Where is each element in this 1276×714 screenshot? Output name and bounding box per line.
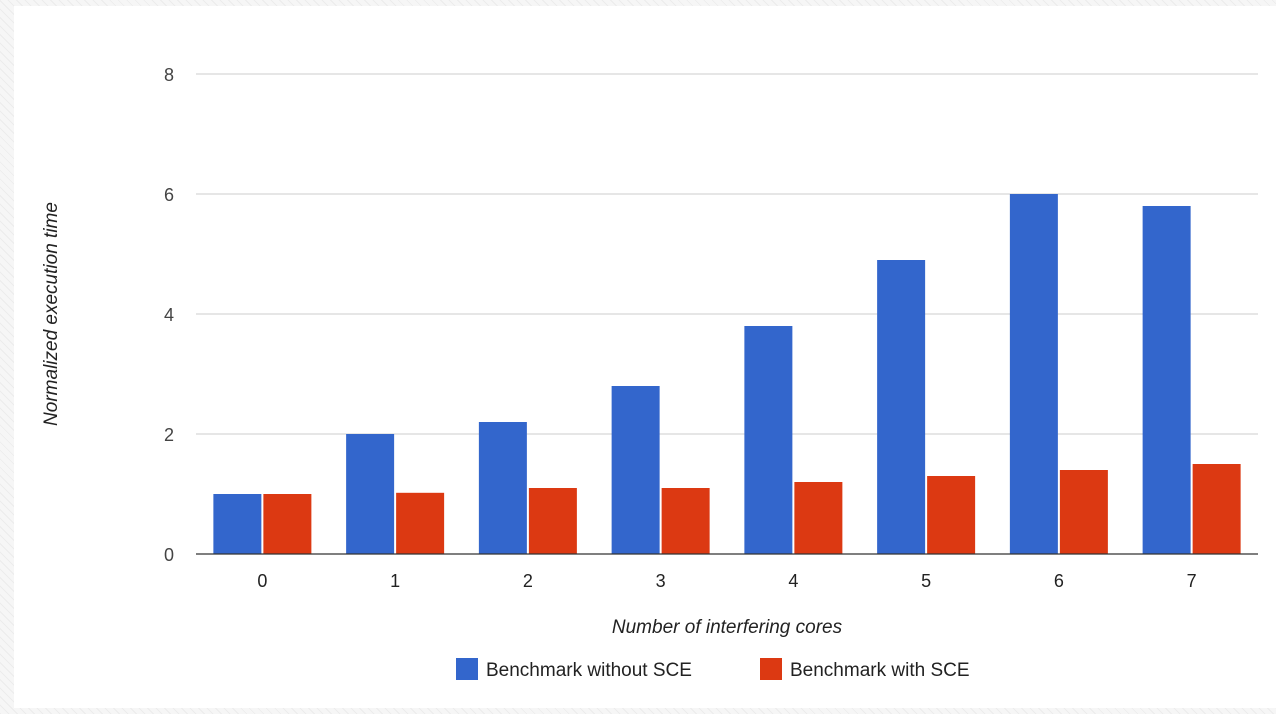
legend-label: Benchmark without SCE (486, 660, 692, 681)
y-tick-label: 2 (164, 425, 174, 445)
y-tick-label: 8 (164, 65, 174, 85)
x-tick-label: 1 (390, 571, 400, 591)
y-tick-label: 6 (164, 185, 174, 205)
bar-with-sce-6 (1059, 470, 1108, 554)
x-tick-label: 4 (788, 571, 798, 591)
gridlines (196, 73, 1258, 435)
x-tick-label: 5 (921, 571, 931, 591)
bar-with-sce-7 (1192, 464, 1241, 554)
legend-swatch (760, 658, 782, 680)
x-tick-label: 6 (1054, 571, 1064, 591)
bar-without-sce-2 (478, 422, 527, 554)
bar-with-sce-1 (396, 492, 445, 554)
bar-without-sce-5 (877, 260, 926, 554)
bar-without-sce-1 (346, 434, 395, 554)
bar-without-sce-0 (213, 494, 262, 554)
x-axis-ticks: 0 1 2 3 4 5 6 7 (257, 571, 1196, 591)
y-tick-label: 0 (164, 545, 174, 565)
y-axis-ticks: 0 2 4 6 8 (164, 65, 174, 565)
legend-label: Benchmark with SCE (790, 660, 970, 681)
bar-with-sce-4 (794, 482, 843, 554)
x-tick-label: 2 (523, 571, 533, 591)
bar-with-sce-5 (927, 476, 976, 554)
bar-with-sce-3 (661, 488, 710, 554)
bar-without-sce-4 (744, 326, 793, 554)
x-tick-label: 7 (1187, 571, 1197, 591)
y-tick-label: 4 (164, 305, 174, 325)
bars (213, 194, 1241, 554)
bar-without-sce-7 (1142, 206, 1191, 554)
y-axis-label: Normalized execution time (41, 202, 62, 426)
x-tick-label: 3 (656, 571, 666, 591)
chart-panel (14, 6, 1276, 708)
x-tick-label: 0 (257, 571, 267, 591)
x-axis-label: Number of interfering cores (612, 617, 843, 638)
bar-without-sce-6 (1009, 194, 1058, 554)
bar-with-sce-0 (263, 494, 312, 554)
bar-with-sce-2 (528, 488, 577, 554)
legend: Benchmark without SCE Benchmark with SCE (456, 658, 970, 681)
legend-swatch (456, 658, 478, 680)
bar-without-sce-3 (611, 386, 660, 554)
